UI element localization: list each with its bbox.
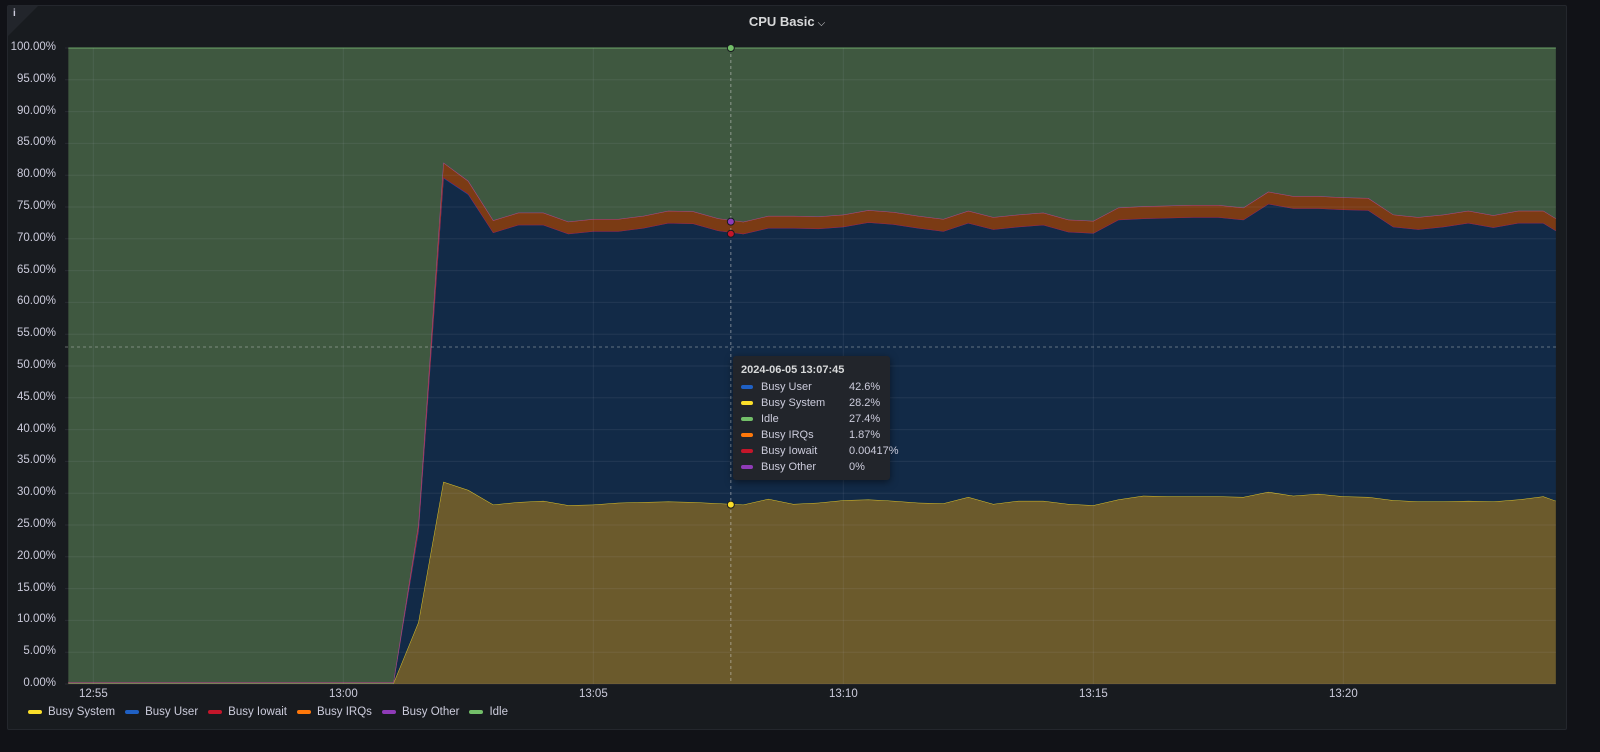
tooltip-series-value: 0.00417% [849,445,899,457]
y-tick-label: 15.00% [16,581,56,594]
x-tick-label: 13:05 [578,688,608,700]
area-busy-system [68,481,1556,684]
x-tick-label: 13:10 [828,688,858,700]
tooltip-series-name: Busy Other [761,461,817,473]
tooltip-series-name: Busy System [761,397,826,409]
chevron-down-icon[interactable]: ⌵ [817,18,826,29]
tooltip-series-name: Idle [761,413,779,425]
panel-info-corner[interactable] [8,6,38,36]
tooltip-swatch [741,433,753,437]
legend-swatch [125,710,140,714]
legend-swatch [469,710,484,714]
x-tick-label: 12:55 [78,688,108,700]
y-tick-label: 40.00% [16,422,56,435]
tooltip-swatch [741,417,753,421]
legend-label: Busy IRQs [316,706,372,718]
tooltip-series-name: Busy User [761,381,812,393]
y-tick-label: 95.00% [16,72,56,85]
legend-swatch [208,710,223,714]
legend-label: Idle [489,706,509,718]
hover-point [726,500,735,509]
legend-swatch [381,710,396,714]
legend-swatch [28,710,42,714]
tooltip-row: Busy User 42.6% [741,379,880,395]
legend-item-busy-iowait[interactable]: Busy Iowait [208,706,287,718]
x-tick-label: 13:20 [1328,688,1358,700]
y-tick-label: 55.00% [16,327,56,340]
y-tick-label: 65.00% [16,263,56,276]
legend-item-busy-irqs[interactable]: Busy IRQs [296,706,372,718]
legend-label: Busy Other [401,706,460,718]
tooltip-series-name: Busy IRQs [761,429,814,441]
tooltip-series-value: 0% [849,461,865,473]
area-idle [68,48,1556,683]
x-tick-label: 13:15 [1078,688,1108,700]
chart-tooltip: 2024-06-05 13:07:45 Busy User 42.6% Busy S… [733,356,899,480]
legend-swatch [296,710,311,714]
y-tick-label: 80.00% [16,168,56,181]
hover-point [726,217,735,226]
panel-title[interactable]: CPU Basic ⌵ [8,14,1566,29]
legend-item-idle[interactable]: Idle [469,706,508,718]
y-tick-label: 35.00% [16,454,56,467]
legend-label: Busy System [48,706,116,718]
tooltip-series-value: 42.6% [849,381,881,393]
tooltip-row: Busy Iowait 0.00417% [741,443,899,459]
y-tick-label: 5.00% [23,645,56,658]
tooltip-swatch [741,385,753,389]
tooltip-series-value: 1.87% [849,429,881,441]
y-tick-label: 90.00% [16,104,56,117]
legend-label: Busy Iowait [228,706,287,718]
legend-label: Busy User [145,706,199,718]
tooltip-row: Idle 27.4% [741,411,880,427]
legend-item-busy-system[interactable]: Busy System [28,706,115,718]
tooltip-row: Busy System 28.2% [741,395,880,411]
tooltip-time: 2024-06-05 13:07:45 [741,364,845,376]
y-tick-label: 30.00% [16,486,56,499]
y-tick-label: 100.00% [10,41,56,53]
y-tick-label: 50.00% [16,359,56,371]
y-tick-label: 45.00% [16,390,56,403]
y-tick-label: 75.00% [16,200,56,212]
tooltip-row: Busy Other 0% [741,459,865,475]
legend-item-busy-other[interactable]: Busy Other [381,706,460,718]
hover-point [726,44,735,52]
x-tick-label: 13:00 [328,688,358,700]
tooltip-series-value: 28.2% [849,397,881,409]
tooltip-swatch [741,465,753,469]
tooltip-swatch [741,449,753,453]
panel-title-text: CPU Basic [748,14,815,29]
y-tick-label: 0.00% [23,677,56,689]
y-tick-label: 85.00% [16,136,56,149]
tooltip-row: Busy IRQs 1.87% [741,427,880,443]
y-tick-label: 60.00% [16,295,56,308]
tooltip-series-name: Busy Iowait [761,445,818,457]
tooltip-swatch [741,401,753,405]
tooltip-series-value: 27.4% [849,413,881,425]
legend-item-busy-user[interactable]: Busy User [125,706,198,718]
y-tick-label: 70.00% [16,231,56,244]
chart-legend: Busy System Busy User Busy Iowait Busy IRQs… [28,706,508,718]
info-icon[interactable]: i [13,8,16,19]
y-tick-label: 20.00% [16,549,56,562]
y-tick-label: 10.00% [16,613,56,626]
y-tick-label: 25.00% [16,518,56,530]
hover-point [726,229,735,238]
